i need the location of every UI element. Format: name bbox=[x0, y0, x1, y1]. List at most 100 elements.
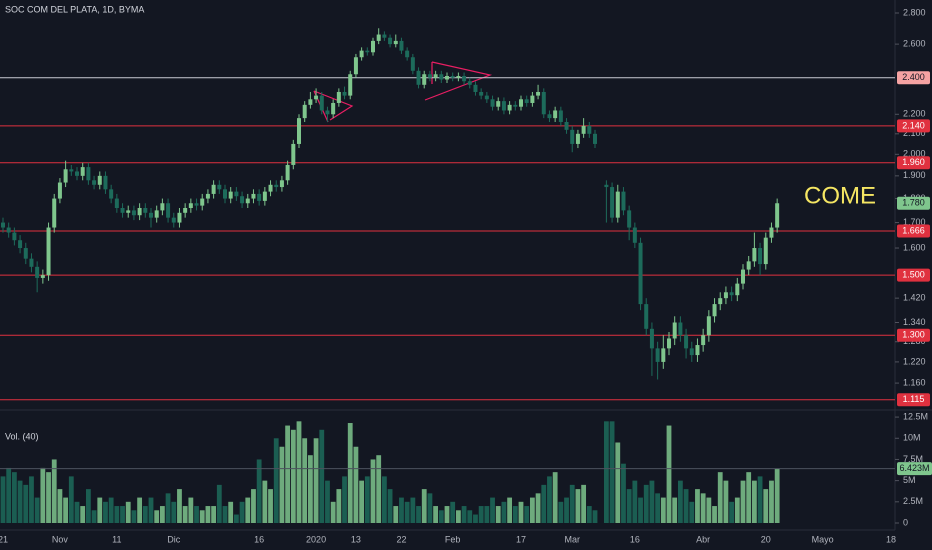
triangle-drawing bbox=[313, 90, 354, 121]
volume-bar bbox=[63, 497, 69, 523]
volume-bar bbox=[171, 501, 177, 523]
volume-bar bbox=[729, 501, 735, 523]
volume-bar bbox=[285, 425, 291, 523]
candle-body bbox=[718, 298, 723, 305]
volume-bar bbox=[262, 480, 268, 523]
candle-body bbox=[211, 184, 216, 194]
candle-body bbox=[689, 348, 694, 356]
volume-bar bbox=[256, 459, 262, 523]
level-label-box bbox=[897, 224, 930, 238]
triangle-drawing bbox=[424, 61, 493, 101]
volume-tick-label: 10M bbox=[903, 433, 921, 443]
candle-body bbox=[581, 125, 586, 134]
volume-bar bbox=[615, 442, 621, 523]
volume-bar bbox=[228, 501, 234, 523]
volume-bar bbox=[381, 476, 387, 523]
candle-body bbox=[553, 110, 558, 119]
candle-body bbox=[29, 258, 34, 267]
volume-bar bbox=[120, 506, 125, 523]
level-label-box bbox=[897, 328, 930, 342]
level-label-box bbox=[897, 268, 930, 282]
volume-bar bbox=[279, 446, 285, 523]
candle-body bbox=[336, 91, 341, 103]
candle-body bbox=[433, 74, 438, 78]
volume-bar bbox=[416, 506, 421, 523]
volume-bar bbox=[57, 489, 63, 523]
candle-body bbox=[35, 266, 40, 278]
volume-bar bbox=[763, 489, 769, 523]
candle-body bbox=[741, 269, 745, 284]
volume-bar bbox=[313, 438, 319, 523]
candle-body bbox=[558, 110, 563, 122]
candle-body bbox=[353, 57, 358, 75]
volume-bar bbox=[319, 429, 325, 523]
volume-bar bbox=[512, 506, 518, 523]
volume-bar bbox=[592, 510, 598, 523]
candle-body bbox=[183, 207, 188, 213]
candle-body bbox=[23, 248, 28, 259]
volume-title: Vol. (40) bbox=[5, 431, 39, 441]
candle-body bbox=[621, 191, 626, 211]
candle-body bbox=[405, 50, 410, 58]
last-volume-label: 6.423M bbox=[899, 463, 929, 473]
volume-bar bbox=[586, 506, 592, 523]
candle-body bbox=[410, 57, 415, 71]
volume-bar bbox=[51, 459, 57, 523]
x-tick-label: Abr bbox=[696, 534, 710, 544]
candle-body bbox=[422, 74, 427, 85]
candle-body bbox=[695, 345, 700, 356]
level-label: 1.960 bbox=[902, 157, 925, 167]
volume-bar bbox=[484, 506, 490, 523]
volume-bar bbox=[245, 497, 251, 523]
candle-body bbox=[519, 99, 523, 107]
volume-bar bbox=[165, 493, 171, 523]
volume-bar bbox=[194, 506, 199, 523]
y-tick-label: 1.700 bbox=[903, 217, 926, 227]
level-label-box bbox=[897, 119, 930, 133]
candle-body bbox=[126, 210, 131, 213]
candle-body bbox=[279, 180, 284, 188]
candle-body bbox=[245, 198, 250, 204]
candle-body bbox=[166, 203, 171, 218]
candle-body bbox=[291, 143, 296, 165]
volume-bar bbox=[148, 497, 154, 523]
candle-body bbox=[678, 322, 683, 336]
candle-body bbox=[257, 193, 262, 201]
volume-bar bbox=[427, 493, 433, 523]
candle-body bbox=[701, 335, 706, 346]
candle-body bbox=[575, 133, 580, 144]
candle-body bbox=[46, 227, 51, 276]
candle-body bbox=[524, 99, 529, 103]
volume-bar bbox=[603, 421, 609, 523]
volume-bar bbox=[177, 489, 182, 523]
x-tick-label: 22 bbox=[396, 534, 406, 544]
volume-bar bbox=[518, 501, 524, 523]
volume-bar bbox=[290, 429, 296, 523]
candle-body bbox=[393, 40, 398, 45]
candle-body bbox=[388, 37, 393, 45]
volume-bar bbox=[108, 497, 114, 523]
candle-body bbox=[109, 189, 114, 199]
candle-body bbox=[706, 316, 711, 336]
candle-body bbox=[439, 74, 444, 80]
volume-bar bbox=[125, 501, 131, 523]
candle-body bbox=[769, 227, 774, 238]
volume-bar bbox=[689, 501, 695, 523]
level-label: 1.115 bbox=[903, 394, 925, 404]
volume-bar bbox=[757, 476, 763, 523]
candle-body bbox=[297, 118, 301, 144]
y-tick-label: 1.900 bbox=[903, 170, 926, 180]
volume-bar bbox=[700, 493, 706, 523]
volume-bar bbox=[142, 506, 148, 523]
x-tick-label: 21 bbox=[0, 534, 8, 544]
candle-body bbox=[69, 169, 74, 172]
volume-bar bbox=[40, 467, 46, 523]
candle-body bbox=[729, 292, 734, 296]
candle-body bbox=[479, 91, 484, 96]
candle-body bbox=[114, 198, 119, 208]
volume-bar bbox=[211, 506, 217, 523]
candle-body bbox=[80, 167, 85, 176]
candle-body bbox=[615, 191, 620, 218]
candle-body bbox=[228, 191, 233, 199]
candle-body bbox=[103, 175, 108, 190]
